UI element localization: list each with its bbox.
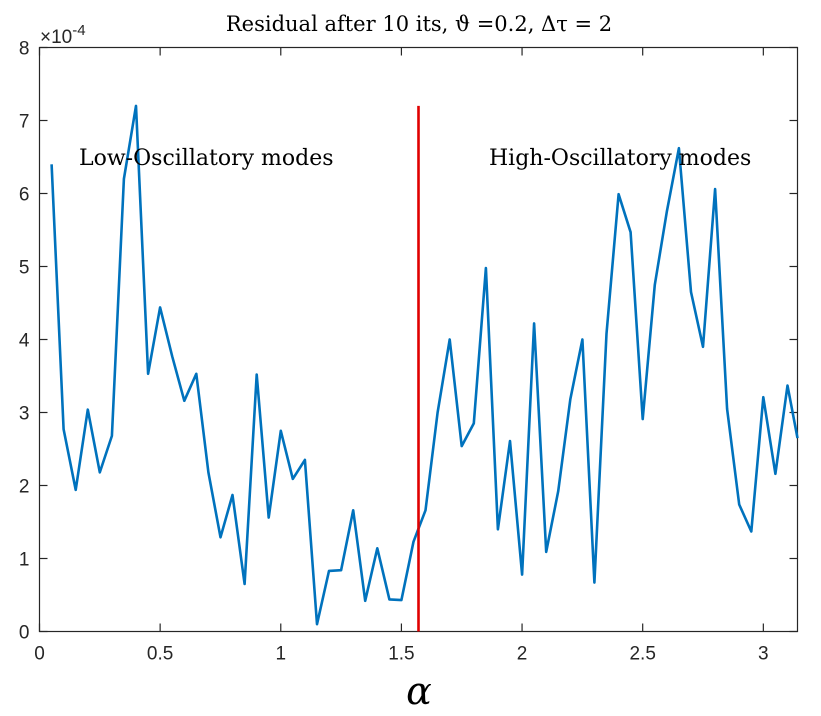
y-tick-label: 4 [19, 331, 30, 352]
y-exponent-label: ×10-4 [40, 22, 86, 48]
x-tick-label: 3 [758, 644, 769, 665]
axis-tick-labels: 0 0.5 1 1.5 2 2.5 3 0 1 2 3 4 5 6 7 8 [19, 39, 769, 665]
y-tick-label: 5 [19, 258, 30, 279]
y-tick-label: 1 [19, 550, 30, 571]
y-tick-label: 3 [19, 404, 30, 425]
y-exponent-power: -4 [72, 22, 85, 39]
x-tick-label: 0 [34, 644, 45, 665]
x-tick-label: 1 [275, 644, 286, 665]
annotation-low-oscillatory: Low-Oscillatory modes [79, 146, 334, 171]
x-tick-label: 1.5 [388, 644, 414, 665]
chart-title: Residual after 10 its, ϑ =0.2, Δτ = 2 [226, 12, 612, 36]
annotation-high-oscillatory: High-Oscillatory modes [489, 146, 751, 171]
x-axis-label: α [406, 669, 432, 713]
x-tick-label: 2.5 [629, 644, 655, 665]
x-tick-label: 0.5 [147, 644, 173, 665]
y-tick-label: 6 [19, 185, 30, 206]
x-tick-label: 2 [517, 644, 528, 665]
y-tick-label: 0 [19, 623, 30, 644]
y-tick-label: 8 [19, 39, 30, 60]
y-tick-label: 2 [19, 477, 30, 498]
y-tick-label: 7 [19, 112, 30, 133]
y-exponent-base: ×10 [40, 27, 72, 48]
residual-series-line [50, 104, 799, 626]
axis-ticks [38, 46, 798, 633]
